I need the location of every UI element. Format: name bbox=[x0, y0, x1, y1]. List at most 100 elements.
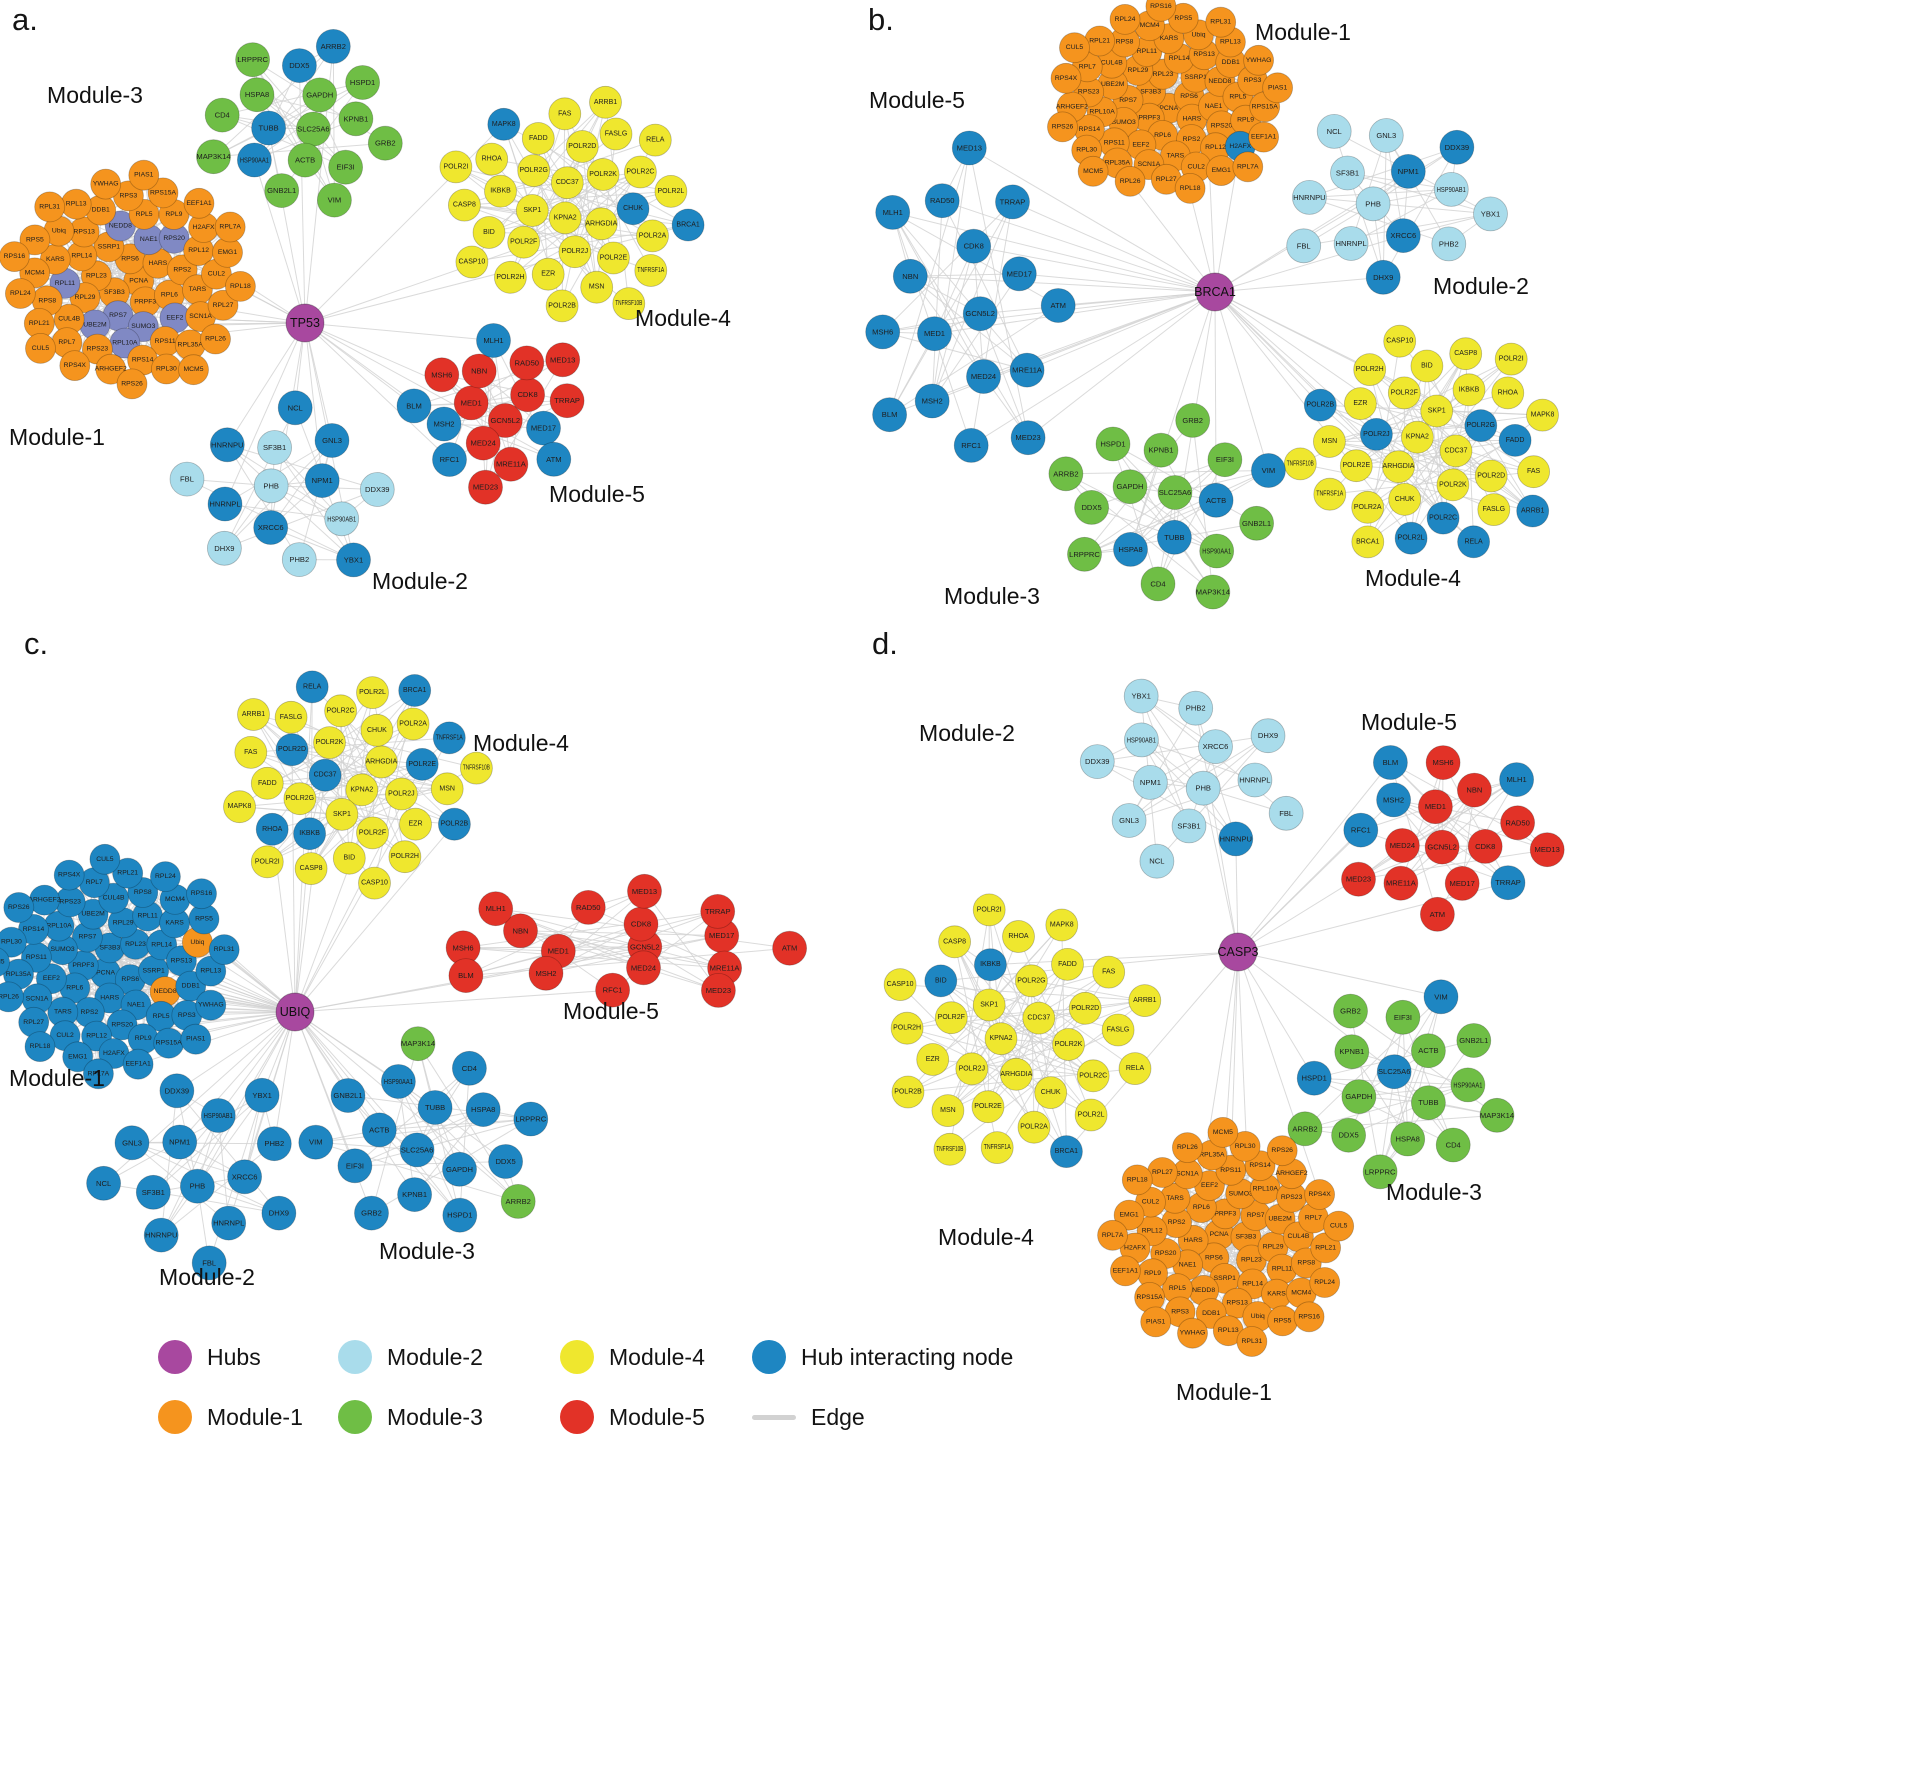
node-CDC37[interactable]: CDC37 bbox=[550, 166, 584, 200]
node-MED17[interactable]: MED17 bbox=[526, 410, 561, 446]
node-POLR2J[interactable]: POLR2J bbox=[1360, 417, 1393, 451]
node-RPS26[interactable]: RPS26 bbox=[116, 368, 148, 400]
node-PHB[interactable]: PHB bbox=[179, 1168, 215, 1204]
node-GNL3[interactable]: GNL3 bbox=[1368, 118, 1404, 153]
node-TNFRSF1A[interactable]: TNFRSF1A bbox=[1313, 477, 1347, 511]
node-DDX39[interactable]: DDX39 bbox=[359, 472, 395, 507]
node-ARRB1[interactable]: ARRB1 bbox=[1128, 984, 1162, 1017]
node-CUL5[interactable]: CUL5 bbox=[89, 843, 121, 875]
node-SKP1[interactable]: SKP1 bbox=[325, 798, 359, 831]
node-RFC1[interactable]: RFC1 bbox=[1343, 812, 1379, 848]
node-EMG1[interactable]: EMG1 bbox=[1205, 155, 1237, 187]
node-EEF1A1[interactable]: EEF1A1 bbox=[122, 1048, 154, 1080]
node-POLR2C[interactable]: POLR2C bbox=[1426, 501, 1460, 535]
node-TNFRSF10B[interactable]: TNFRSF10B bbox=[459, 751, 493, 785]
node-CHUK[interactable]: CHUK bbox=[616, 192, 650, 226]
node-HNRNPU[interactable]: HNRNPU bbox=[1218, 821, 1254, 857]
node-XRCC6[interactable]: XRCC6 bbox=[1385, 218, 1421, 254]
node-PIAS1[interactable]: PIAS1 bbox=[1140, 1306, 1172, 1338]
node-GRB2[interactable]: GRB2 bbox=[354, 1195, 389, 1231]
node-YWHAG[interactable]: YWHAG bbox=[195, 989, 227, 1021]
hub-TP53[interactable]: TP53 bbox=[285, 303, 325, 343]
node-DHX9[interactable]: DHX9 bbox=[1250, 718, 1286, 754]
node-CD4[interactable]: CD4 bbox=[1140, 566, 1176, 602]
node-YBX1[interactable]: YBX1 bbox=[1473, 196, 1508, 232]
node-GNB2L1[interactable]: GNB2L1 bbox=[1239, 505, 1274, 541]
node-ARHGEF2[interactable]: ARHGEF2 bbox=[95, 353, 127, 385]
node-DDX5[interactable]: DDX5 bbox=[1074, 489, 1109, 525]
node-CUL5[interactable]: CUL5 bbox=[1323, 1210, 1355, 1242]
node-RPL7A[interactable]: RPL7A bbox=[83, 1058, 114, 1090]
node-MSH2[interactable]: MSH2 bbox=[1376, 782, 1411, 818]
node-POLR2C[interactable]: POLR2C bbox=[324, 694, 358, 728]
node-RPL7A[interactable]: RPL7A bbox=[1232, 151, 1264, 183]
node-RELA[interactable]: RELA bbox=[1118, 1052, 1152, 1085]
node-RPL26[interactable]: RPL26 bbox=[200, 323, 231, 355]
node-TARS[interactable]: TARS bbox=[1159, 1182, 1191, 1214]
node-POLR2K[interactable]: POLR2K bbox=[586, 158, 620, 191]
node-ARRB2[interactable]: ARRB2 bbox=[500, 1184, 536, 1219]
node-MED23[interactable]: MED23 bbox=[1010, 420, 1046, 456]
node-POLR2K[interactable]: POLR2K bbox=[313, 726, 346, 759]
node-GRB2[interactable]: GRB2 bbox=[1175, 402, 1211, 438]
node-SF3B1[interactable]: SF3B1 bbox=[135, 1174, 171, 1210]
node-EEF1A1[interactable]: EEF1A1 bbox=[1248, 121, 1279, 153]
node-MED24[interactable]: MED24 bbox=[465, 425, 501, 461]
node-SF3B1[interactable]: SF3B1 bbox=[1171, 808, 1207, 844]
node-RPS5[interactable]: RPS5 bbox=[1267, 1305, 1298, 1337]
node-DDX39[interactable]: DDX39 bbox=[1079, 744, 1115, 779]
hub-UBIQ[interactable]: UBIQ bbox=[275, 992, 315, 1032]
node-DDX39[interactable]: DDX39 bbox=[1439, 129, 1475, 165]
node-GCN5L2[interactable]: GCN5L2 bbox=[962, 296, 998, 332]
node-GCN5L2[interactable]: GCN5L2 bbox=[1424, 829, 1460, 865]
node-DHX9[interactable]: DHX9 bbox=[1365, 259, 1401, 295]
node-MAP3K14[interactable]: MAP3K14 bbox=[400, 1026, 436, 1062]
node-POLR2H[interactable]: POLR2H bbox=[388, 840, 422, 874]
node-POLR2L[interactable]: POLR2L bbox=[1074, 1098, 1108, 1132]
node-LRPPRC[interactable]: LRPPRC bbox=[1067, 536, 1102, 572]
node-ACTB[interactable]: ACTB bbox=[287, 142, 323, 178]
node-POLR2F[interactable]: POLR2F bbox=[1387, 376, 1421, 410]
node-POLR2E[interactable]: POLR2E bbox=[1339, 449, 1373, 483]
node-HSPA8[interactable]: HSPA8 bbox=[465, 1092, 501, 1127]
node-EIF3I[interactable]: EIF3I bbox=[1385, 999, 1421, 1035]
node-BRCA1[interactable]: BRCA1 bbox=[398, 674, 432, 707]
node-MCM5[interactable]: MCM5 bbox=[0, 947, 10, 977]
node-MCM5[interactable]: MCM5 bbox=[1207, 1117, 1239, 1148]
node-CDC37[interactable]: CDC37 bbox=[1439, 434, 1473, 468]
node-GRB2[interactable]: GRB2 bbox=[367, 125, 403, 161]
node-RPL30[interactable]: RPL30 bbox=[150, 353, 182, 385]
node-MSH2[interactable]: MSH2 bbox=[914, 383, 950, 419]
node-BID[interactable]: BID bbox=[332, 841, 366, 875]
node-BRCA1[interactable]: BRCA1 bbox=[1351, 525, 1385, 559]
node-RHOA[interactable]: RHOA bbox=[1002, 920, 1035, 953]
node-MED13[interactable]: MED13 bbox=[545, 342, 581, 378]
node-MLH1[interactable]: MLH1 bbox=[875, 194, 911, 230]
node-RPL27[interactable]: RPL27 bbox=[18, 1006, 50, 1038]
node-RPS4X[interactable]: RPS4X bbox=[59, 350, 91, 382]
node-PHB[interactable]: PHB bbox=[253, 468, 289, 504]
node-TUBB[interactable]: TUBB bbox=[1157, 519, 1192, 555]
node-SKP1[interactable]: SKP1 bbox=[515, 194, 549, 227]
node-PHB[interactable]: PHB bbox=[1185, 770, 1221, 806]
node-CASP8[interactable]: CASP8 bbox=[294, 852, 328, 885]
node-FASLG[interactable]: FASLG bbox=[1477, 493, 1511, 527]
node-MSH6[interactable]: MSH6 bbox=[424, 357, 460, 393]
node-MED23[interactable]: MED23 bbox=[1341, 861, 1376, 897]
node-HSPA8[interactable]: HSPA8 bbox=[239, 77, 275, 113]
node-POLR2E[interactable]: POLR2E bbox=[405, 748, 439, 781]
node-RPS4X[interactable]: RPS4X bbox=[1304, 1179, 1335, 1210]
node-MAPK8[interactable]: MAPK8 bbox=[1045, 908, 1079, 942]
node-CD4[interactable]: CD4 bbox=[1435, 1127, 1471, 1163]
node-FADD[interactable]: FADD bbox=[521, 122, 555, 155]
node-KPNA2[interactable]: KPNA2 bbox=[345, 773, 379, 807]
node-KPNA2[interactable]: KPNA2 bbox=[984, 1022, 1018, 1056]
node-RFC1[interactable]: RFC1 bbox=[432, 442, 467, 477]
node-MSH6[interactable]: MSH6 bbox=[865, 314, 901, 350]
node-POLR2J[interactable]: POLR2J bbox=[558, 235, 592, 269]
node-HNRNPL[interactable]: HNRNPL bbox=[1333, 226, 1369, 261]
node-RPL18[interactable]: RPL18 bbox=[24, 1031, 56, 1062]
node-EZR[interactable]: EZR bbox=[531, 257, 565, 291]
node-KPNB1[interactable]: KPNB1 bbox=[1143, 432, 1179, 468]
node-POLR2D[interactable]: POLR2D bbox=[1068, 991, 1102, 1025]
